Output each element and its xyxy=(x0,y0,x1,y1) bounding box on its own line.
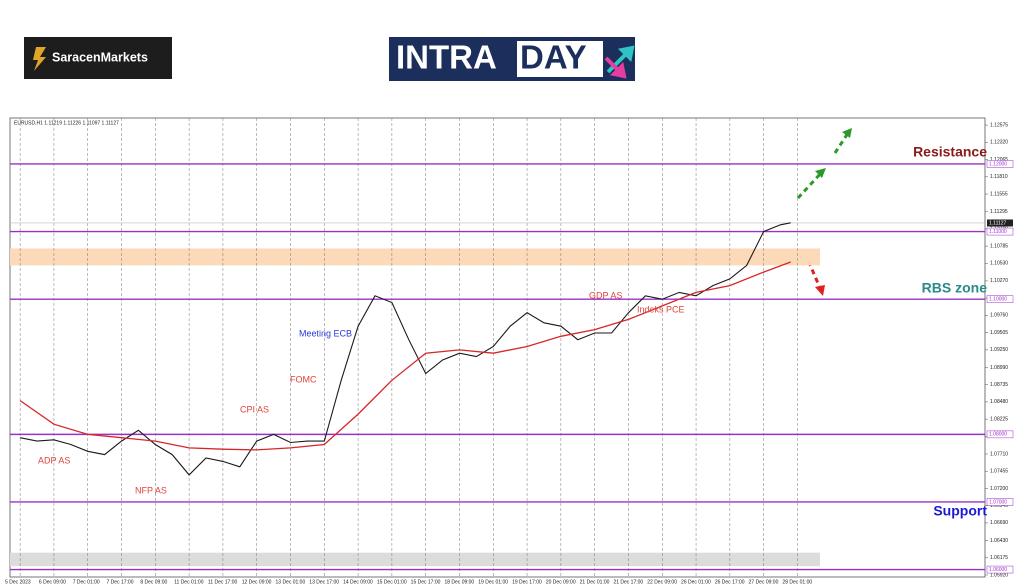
y-tick-label: 1.06690 xyxy=(990,520,1008,526)
x-tick-label: 15 Dec 17:00 xyxy=(411,579,441,585)
logo-icon xyxy=(33,47,46,71)
level-tag xyxy=(986,565,1014,574)
y-tick-label: 1.08735 xyxy=(990,382,1008,388)
x-tick-label: 7 Dec 01:00 xyxy=(73,579,100,585)
zone xyxy=(10,248,820,266)
y-tick-label: 1.06175 xyxy=(990,555,1008,561)
arrow-head xyxy=(815,285,825,296)
y-tick-label: 1.11295 xyxy=(990,209,1008,215)
x-tick-label: 8 Dec 09:00 xyxy=(140,579,167,585)
y-tick-label: 1.09760 xyxy=(990,313,1008,319)
level-label: 1.12000 xyxy=(989,161,1007,167)
annotation: NFP AS xyxy=(135,485,167,495)
logo-text: DAY xyxy=(520,39,587,76)
y-tick-label: 1.10270 xyxy=(990,278,1008,284)
logo-text: INTRA xyxy=(396,39,497,76)
y-tick-label: 1.05920 xyxy=(990,572,1008,578)
logo-arrow xyxy=(606,45,635,74)
x-tick-label: 21 Dec 17:00 xyxy=(613,579,643,585)
level-tag xyxy=(986,295,1014,303)
zone-label: Resistance xyxy=(913,144,987,160)
level-label: 1.10000 xyxy=(989,296,1007,302)
level-tag xyxy=(986,160,1014,168)
y-tick-label: 1.08225 xyxy=(990,416,1008,422)
y-tick-label: 1.11810 xyxy=(990,174,1008,180)
annotation: Meeting ECB xyxy=(299,328,352,338)
y-tick-label: 1.10785 xyxy=(990,243,1008,249)
level-label: 1.06000 xyxy=(989,567,1007,573)
series-line xyxy=(19,261,791,451)
level-label: 1.07000 xyxy=(989,499,1007,505)
y-tick-label: 1.11555 xyxy=(990,191,1008,197)
arrows xyxy=(796,128,852,296)
zone-label: Support xyxy=(933,503,987,519)
x-tick-label: 27 Dec 09:00 xyxy=(749,579,779,585)
x-tick-label: 6 Dec 09:00 xyxy=(39,579,66,585)
logo-text: SaracenMarkets xyxy=(52,50,148,64)
intraday-logo: INTRA DAY xyxy=(389,37,635,81)
y-tick-label: 1.10530 xyxy=(990,261,1008,267)
series-line xyxy=(19,222,791,476)
y-tick-label: 1.07200 xyxy=(990,486,1008,492)
arrow-head xyxy=(842,128,852,138)
x-tick-label: 18 Dec 09:00 xyxy=(444,579,474,585)
annotation: Indeks PCE xyxy=(637,304,685,314)
x-tick-label: 11 Dec 17:00 xyxy=(208,579,238,585)
annotation: FOMC xyxy=(290,374,317,384)
x-tick-label: 13 Dec 17:00 xyxy=(309,579,339,585)
y-tick-label: 1.08480 xyxy=(990,399,1008,405)
x-tick-label: 12 Dec 09:00 xyxy=(242,579,272,585)
y-tick-label: 1.06945 xyxy=(990,503,1008,509)
x-tick-label: 19 Dec 17:00 xyxy=(512,579,542,585)
level-label: 1.11000 xyxy=(989,229,1007,235)
x-tick-label: 19 Dec 01:00 xyxy=(478,579,508,585)
x-tick-label: 11 Dec 01:00 xyxy=(174,579,204,585)
x-tick-label: 22 Dec 09:00 xyxy=(647,579,677,585)
logo-arrow xyxy=(604,56,627,79)
down-arrow xyxy=(803,252,822,289)
x-tick-label: 26 Dec 01:00 xyxy=(681,579,711,585)
annotation: CPI AS xyxy=(240,404,269,414)
logo-box xyxy=(24,37,172,79)
x-tick-label: 28 Dec 01:00 xyxy=(782,579,812,585)
annotation: ADP AS xyxy=(38,455,70,465)
saracen-logo: SaracenMarkets xyxy=(24,37,172,79)
x-tick-label: 5 Dec 2023 xyxy=(5,579,31,585)
x-tick-label: 21 Dec 01:00 xyxy=(580,579,610,585)
x-tick-label: 14 Dec 09:00 xyxy=(343,579,373,585)
x-tick-label: 13 Dec 01:00 xyxy=(276,579,306,585)
y-tick-label: 1.12065 xyxy=(990,157,1008,163)
y-tick-label: 1.09250 xyxy=(990,347,1008,353)
y-tick-label: 1.12320 xyxy=(990,140,1008,146)
zone xyxy=(10,552,820,567)
up-arrow xyxy=(796,170,824,200)
level-tag xyxy=(986,498,1014,506)
y-tick-label: 1.07710 xyxy=(990,451,1008,457)
annotation: GDP AS xyxy=(589,290,622,300)
level-tag xyxy=(986,227,1014,236)
arrow-head xyxy=(815,168,826,178)
x-tick-label: 15 Dec 01:00 xyxy=(377,579,407,585)
level-label: 1.08000 xyxy=(989,432,1007,438)
y-tick-label: 1.12575 xyxy=(990,122,1008,128)
symbol-header: EURUSD,H1 1.11219 1.11226 1.11097 1.1112… xyxy=(14,120,119,126)
price-label: 1.11127 xyxy=(989,220,1007,226)
y-tick-label: 1.07455 xyxy=(990,469,1008,475)
up-arrow xyxy=(833,132,850,154)
level-tag xyxy=(986,430,1014,439)
plot-frame xyxy=(9,117,986,578)
zone-label: RBS zone xyxy=(922,280,988,296)
x-tick-label: 7 Dec 17:00 xyxy=(107,579,134,585)
x-tick-label: 20 Dec 09:00 xyxy=(546,579,576,585)
y-tick-label: 1.06430 xyxy=(990,538,1008,544)
y-tick-label: 1.08990 xyxy=(990,365,1008,371)
logo-box xyxy=(517,41,603,77)
x-tick-label: 26 Dec 17:00 xyxy=(715,579,745,585)
y-tick-label: 1.09505 xyxy=(990,330,1008,336)
price-tag xyxy=(987,219,1013,227)
